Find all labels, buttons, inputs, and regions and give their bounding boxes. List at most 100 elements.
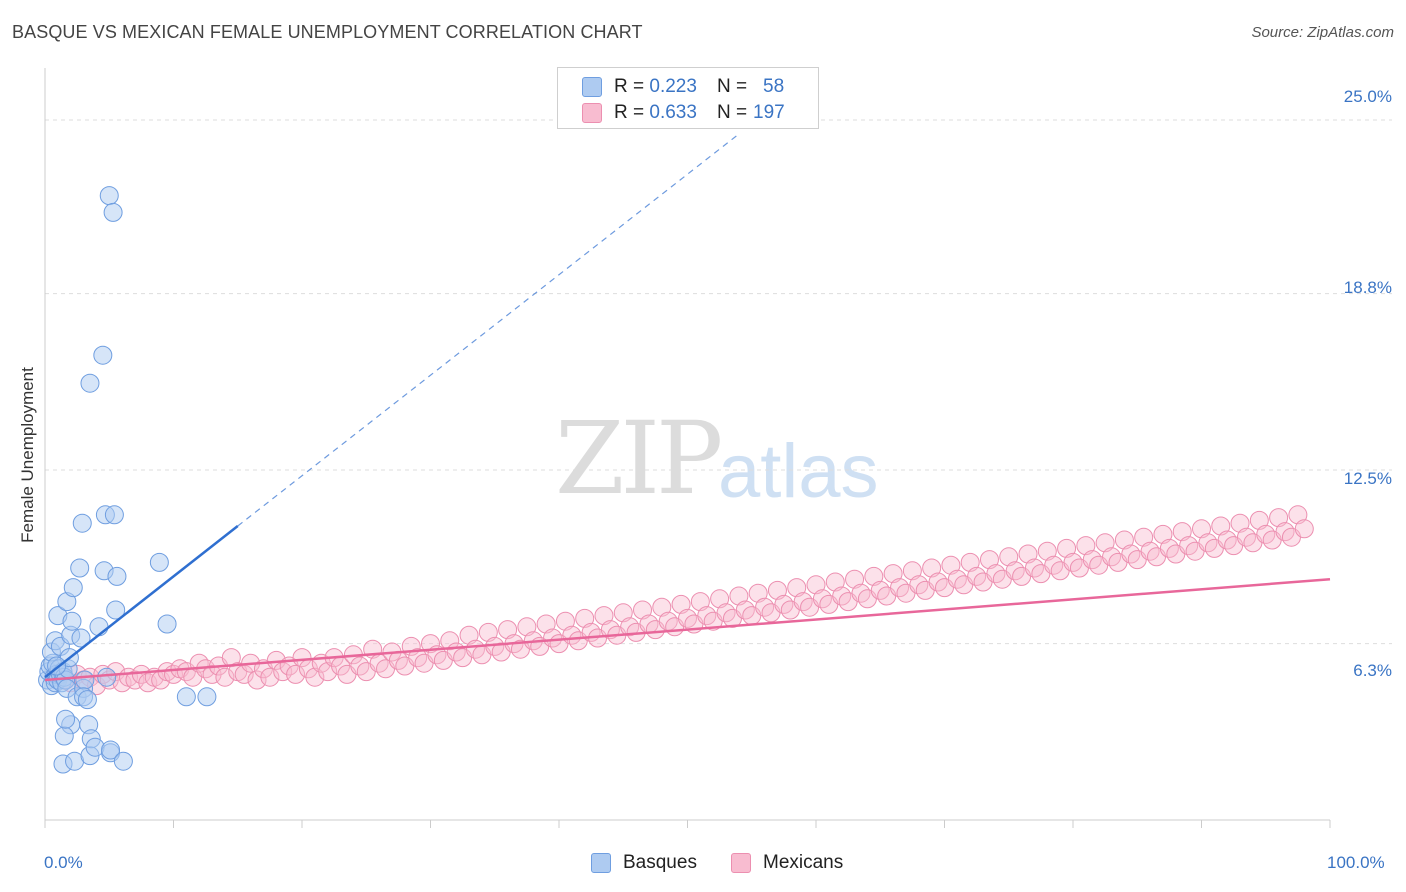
n-value: 197 (753, 102, 785, 123)
mexicans-point (748, 583, 768, 603)
basques-point (56, 709, 76, 729)
mexicans-point (1153, 524, 1173, 544)
series-legend: Basques Mexicans (0, 852, 1406, 878)
mexicans-point (1288, 505, 1308, 525)
mexicans-point (215, 667, 235, 687)
mexicans-point (1211, 516, 1231, 536)
mexicans-point (979, 550, 999, 570)
mexicans-point (575, 608, 595, 628)
mexicans-point (440, 631, 460, 651)
legend-row-basques: R = 0.223 N = 58 (582, 75, 784, 99)
basques-point (176, 687, 196, 707)
basques-swatch (582, 77, 602, 97)
mexicans-point (710, 589, 730, 609)
mexicans-point (1037, 541, 1057, 561)
mexicans-point (1230, 513, 1250, 533)
mexicans-point (864, 566, 884, 586)
basques-point (99, 186, 119, 206)
legend-label: Mexicans (763, 852, 844, 873)
basques-point (104, 505, 124, 525)
mexicans-point (941, 555, 961, 575)
basques-trend-extension (237, 133, 740, 527)
y-axis-label: Female Unemployment (18, 367, 37, 543)
mexicans-point (421, 634, 440, 654)
mexicans-point (806, 575, 826, 595)
n-label: N = (716, 76, 748, 97)
mexicans-point (1192, 519, 1211, 539)
basques-point (63, 578, 83, 598)
mexicans-point (613, 603, 633, 623)
mexicans-point (1114, 530, 1134, 550)
basques-point (149, 552, 169, 572)
basques-point (197, 687, 217, 707)
y-tick-label: 6.3% (1353, 661, 1392, 680)
legend-item-mexicans[interactable]: Mexicans (731, 852, 843, 874)
grid-lines (45, 119, 1392, 645)
basques-point (93, 345, 113, 365)
mexicans-point (1269, 508, 1289, 528)
basques-point (71, 628, 91, 648)
r-label: R = (614, 102, 645, 123)
trend-lines (44, 133, 1331, 682)
mexicans-point (999, 547, 1019, 567)
mexicans-point (594, 606, 614, 626)
basques-point (72, 513, 92, 533)
n-label: N = (716, 102, 748, 123)
mexicans-point (1076, 536, 1096, 556)
mexicans-point (459, 625, 479, 645)
basques-point (157, 614, 177, 634)
r-value: 0.633 (649, 102, 697, 123)
mexicans-point (633, 600, 653, 620)
basques-point (80, 373, 100, 393)
legend-label: Basques (623, 852, 697, 873)
basques-trend-line (44, 525, 239, 679)
basques-point (89, 617, 109, 637)
basques-point (77, 690, 97, 710)
basques-point (97, 667, 117, 687)
mexicans-point (1294, 519, 1314, 539)
mexicans-point (883, 564, 903, 584)
mexicans-point (286, 664, 306, 684)
mexicans-point (845, 569, 865, 589)
mexicans-point (555, 611, 575, 631)
mexicans-point (517, 617, 537, 637)
mexicans-point (305, 667, 325, 687)
mexicans-point (767, 580, 787, 600)
mexicans-point (1018, 544, 1038, 564)
mexicans-point (652, 597, 672, 617)
mexicans-trend-line (44, 577, 1331, 682)
watermark-zip: ZIP (555, 400, 723, 517)
basques-point (101, 740, 121, 760)
legend-row-mexicans: R = 0.633 N = 197 (582, 101, 785, 125)
mexicans-point (922, 558, 942, 578)
source-label: Source: ZipAtlas.com (1251, 24, 1394, 41)
mexicans-point (671, 594, 691, 614)
mexicans-point (292, 648, 312, 668)
basques-point (62, 611, 82, 631)
mexicans-point (318, 662, 338, 682)
mexicans-point (498, 620, 518, 640)
axes (44, 68, 1331, 828)
basques-points (38, 186, 217, 774)
mexicans-swatch (731, 853, 751, 873)
basques-point (70, 558, 90, 578)
mexicans-point (690, 592, 710, 612)
mexicans-point (902, 561, 922, 581)
correlation-legend: R = 0.223 N = 58 R = 0.633 N = 197 (557, 67, 819, 129)
mexicans-point (1249, 510, 1269, 530)
basques-point (113, 751, 133, 771)
mexicans-point (729, 586, 749, 606)
basques-swatch (591, 853, 611, 873)
mexicans-point (536, 614, 556, 634)
y-tick-label: 25.0% (1343, 87, 1392, 106)
mexicans-point (1095, 533, 1115, 553)
y-tick-label: 12.5% (1343, 469, 1392, 488)
basques-point (103, 202, 123, 222)
n-value: 58 (763, 76, 785, 97)
basques-point (54, 726, 74, 746)
basques-point (107, 566, 127, 586)
mexicans-swatch (582, 103, 602, 123)
mexicans-point (1057, 538, 1077, 558)
legend-item-basques[interactable]: Basques (591, 852, 697, 874)
